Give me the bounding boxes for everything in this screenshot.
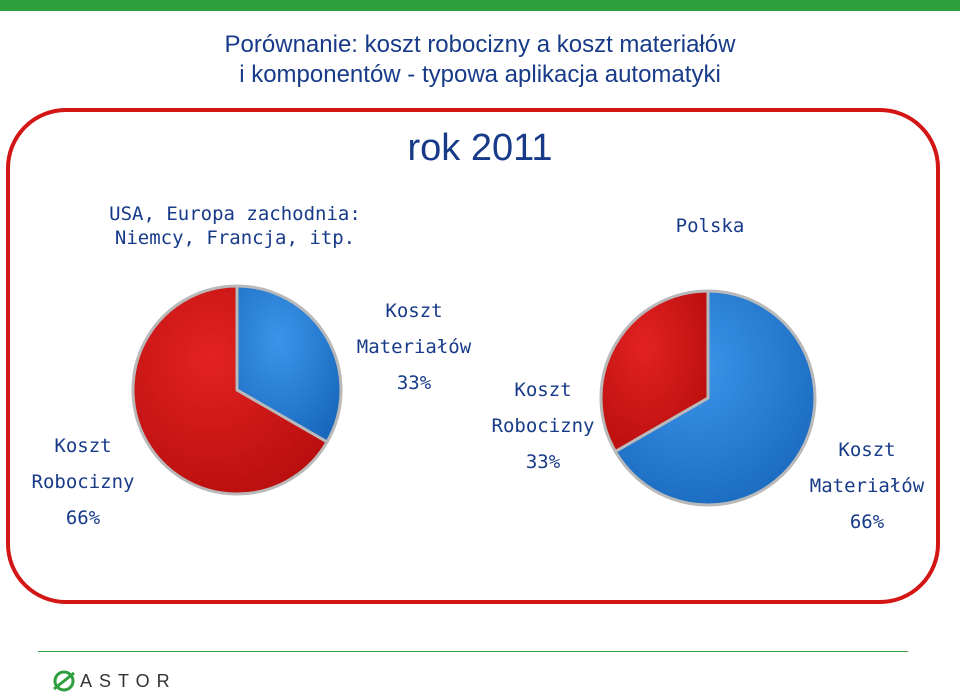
pie-west	[131, 284, 343, 496]
year-heading: rok 2011	[407, 127, 553, 169]
footer-divider	[38, 651, 908, 652]
page-title-line2: i komponentów - typowa aplikacja automat…	[239, 61, 721, 88]
label-west-materials-line2: Materiałów	[356, 336, 472, 358]
pie-slice-west-materials	[235, 284, 343, 444]
region-label-west-line1: USA, Europa zachodnia:	[109, 203, 361, 225]
pie-poland	[599, 289, 817, 507]
astor-logo-icon	[53, 670, 75, 692]
label-poland-labor-pct: 33%	[525, 451, 561, 473]
label-west-labor: Koszt Robocizny 66%	[12, 428, 154, 536]
page-title-line1: Porównanie: koszt robocizny a koszt mate…	[224, 31, 736, 58]
region-label-west-line2: Niemcy, Francja, itp.	[114, 227, 356, 249]
label-poland-materials-pct: 66%	[849, 511, 885, 533]
pie-slice-west-labor	[131, 284, 329, 496]
astor-logo-text: ASTOR	[80, 671, 177, 691]
top-accent-bar	[0, 0, 960, 11]
label-poland-labor-line2: Robocizny	[491, 415, 595, 437]
label-poland-labor: Koszt Robocizny 33%	[468, 372, 618, 480]
label-west-materials-pct: 33%	[396, 372, 432, 394]
pie-slice-poland-materials	[613, 289, 817, 507]
region-label-poland: Polska	[675, 215, 745, 237]
label-west-labor-line2: Robocizny	[31, 471, 135, 493]
label-west-materials: Koszt Materiałów 33%	[334, 293, 494, 401]
label-poland-materials: Koszt Materiałów 66%	[792, 432, 942, 540]
label-poland-labor-line1: Koszt	[514, 379, 572, 401]
region-label-west: USA, Europa zachodnia: Niemcy, Francja, …	[70, 202, 400, 250]
pie-slice-poland-labor	[599, 289, 710, 453]
label-west-labor-pct: 66%	[65, 507, 101, 529]
label-west-labor-line1: Koszt	[54, 435, 112, 457]
label-west-materials-line1: Koszt	[385, 300, 443, 322]
label-poland-materials-line1: Koszt	[838, 439, 896, 461]
label-poland-materials-line2: Materiałów	[809, 475, 925, 497]
